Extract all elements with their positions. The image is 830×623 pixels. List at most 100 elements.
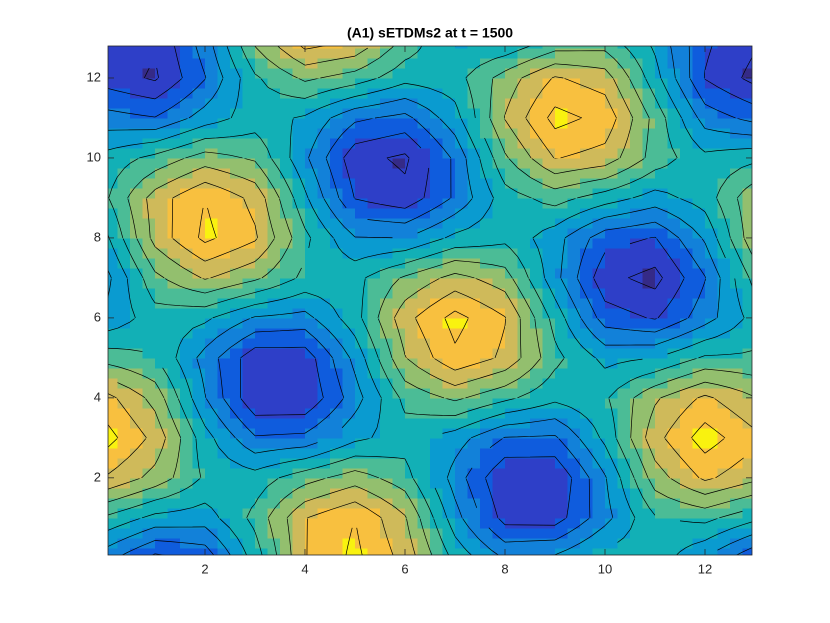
contour-fill [667, 57, 681, 69]
contour-line [604, 317, 656, 346]
contour-fill [455, 207, 469, 219]
contour-fill [655, 87, 669, 99]
contour-fill [705, 457, 719, 469]
contour-fill [442, 227, 456, 239]
contour-fill [167, 347, 181, 359]
contour-fill [605, 127, 619, 139]
contour-fill [430, 317, 444, 329]
contour-fill [255, 247, 269, 259]
contour-fill [630, 187, 644, 199]
contour-fill [480, 287, 494, 299]
contour-fill [405, 127, 419, 139]
contour-line [454, 517, 506, 555]
contour-fill [417, 227, 431, 239]
contour-fill [155, 487, 169, 499]
contour-fill [342, 477, 356, 489]
contour-line [454, 317, 506, 358]
contour-fill [217, 177, 231, 189]
contour-fill [280, 97, 294, 109]
contour-fill [242, 227, 256, 239]
contour-fill [242, 497, 256, 509]
contour-fill [117, 157, 131, 169]
contour-fill [305, 447, 319, 459]
contour-fill [205, 407, 219, 419]
contour-fill [292, 517, 306, 529]
contour-fill [605, 187, 619, 199]
contour-fill [542, 467, 556, 479]
contour-fill [667, 287, 681, 299]
contour-line [254, 329, 306, 349]
contour-fill [205, 487, 219, 499]
contour-fill [167, 387, 181, 399]
contour-fill [242, 327, 256, 339]
contour-fill [492, 347, 506, 359]
contour-fill [330, 447, 344, 459]
contour-fill [517, 437, 531, 449]
contour-fill [330, 217, 344, 229]
contour-fill [167, 177, 181, 189]
contour-fill [630, 407, 644, 419]
contour-fill [205, 187, 219, 199]
contour-fill [655, 417, 669, 429]
contour-fill [167, 57, 181, 69]
contour-fill [542, 147, 556, 159]
contour-fill [730, 167, 744, 179]
contour-fill [342, 347, 356, 359]
contour-fill [405, 497, 419, 509]
contour-fill [317, 287, 331, 299]
contour-fill [617, 527, 631, 539]
contour-fill [492, 387, 506, 399]
contour-fill [255, 77, 269, 89]
contour-fill [392, 427, 406, 439]
contour-fill [405, 77, 419, 89]
contour-fill [305, 497, 319, 509]
contour-fill [567, 537, 581, 549]
contour-fill [167, 107, 181, 119]
contour-fill [517, 537, 531, 549]
contour-fill [317, 497, 331, 509]
contour-fill [642, 537, 656, 549]
contour-fill [680, 447, 694, 459]
contour-fill [580, 417, 594, 429]
contour-fill [430, 337, 444, 349]
contour-fill [455, 117, 469, 129]
contour-fill [305, 47, 319, 59]
contour-fill [605, 137, 619, 149]
contour-fill [342, 57, 356, 69]
contour-fill [330, 397, 344, 409]
contour-fill [492, 277, 506, 289]
contour-fill [155, 117, 169, 129]
contour-fill [580, 177, 594, 189]
contour-fill [467, 397, 481, 409]
contour-fill [467, 287, 481, 299]
contour-fill [317, 517, 331, 529]
contour-fill [680, 457, 694, 469]
contour-fill [692, 87, 706, 99]
contour-fill [242, 487, 256, 499]
contour-line [304, 291, 340, 319]
contour-fill [355, 247, 369, 259]
contour-fill [267, 247, 281, 259]
contour-fill [442, 257, 456, 269]
contour-fill [567, 277, 581, 289]
contour-fill [255, 517, 269, 529]
contour-fill [317, 167, 331, 179]
contour-fill [130, 437, 144, 449]
contour-fill [255, 237, 269, 249]
contour-fill [180, 327, 194, 339]
contour-fill [180, 87, 194, 99]
contour-fill [267, 387, 281, 399]
contour-fill [592, 57, 606, 69]
contour-fill [517, 127, 531, 139]
contour-fill [555, 427, 569, 439]
contour-fill [230, 387, 244, 399]
contour-fill [255, 457, 269, 469]
contour-fill [667, 77, 681, 89]
y-tick-label: 10 [87, 149, 101, 164]
contour-fill [117, 387, 131, 399]
contour-fill [108, 327, 119, 339]
contour-line [108, 129, 156, 159]
contour-fill [342, 207, 356, 219]
contour-fill [505, 417, 519, 429]
contour-fill [692, 97, 706, 109]
